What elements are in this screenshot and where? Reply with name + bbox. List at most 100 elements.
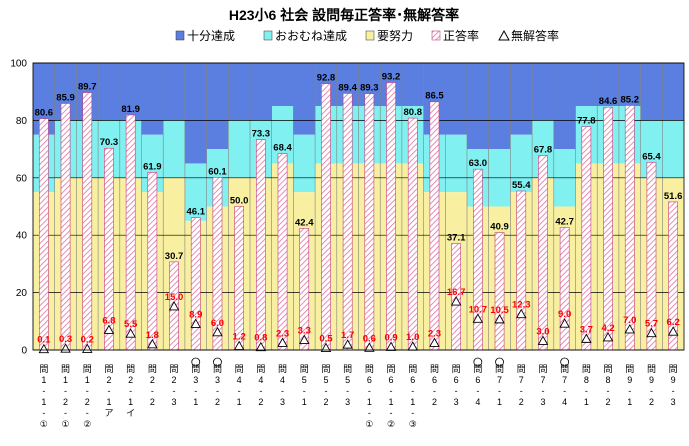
no-answer-marker	[646, 327, 657, 338]
band-sufficient	[33, 63, 55, 135]
category-label: 問	[452, 364, 461, 374]
category-label: 4	[475, 397, 480, 407]
category-label: 3	[540, 397, 545, 407]
category-label: 問	[669, 364, 678, 374]
category-label: 問	[560, 364, 569, 374]
no-answer-label: 6.0	[211, 318, 224, 329]
correct-rate-bar	[125, 114, 136, 351]
band-sufficient	[423, 63, 446, 135]
category-label: -	[368, 386, 371, 396]
no-answer-label: 0.1	[37, 335, 51, 346]
correct-rate-bar	[234, 206, 245, 351]
correct-rate-bar	[342, 93, 353, 351]
category-label: -	[86, 408, 89, 418]
no-answer-label: 10.7	[469, 304, 488, 315]
correct-rate-bar	[494, 232, 505, 351]
correct-rate-bar	[624, 105, 635, 351]
band-generally-achieved	[228, 120, 250, 178]
correct-rate-label: 67.8	[534, 144, 553, 155]
category-label: -	[107, 386, 110, 396]
category-label: 1	[106, 397, 111, 407]
correct-rate-label: 46.1	[187, 207, 206, 218]
category-label: 1	[497, 397, 502, 407]
category-label: 9	[627, 375, 632, 385]
category-label: 6	[389, 375, 394, 385]
legend-swatch-1	[263, 30, 273, 41]
category-label: 2	[150, 375, 155, 385]
category-label: 問	[495, 364, 504, 374]
category-label: -	[194, 386, 197, 396]
category-label: ②	[387, 419, 395, 429]
category-label: 問	[83, 364, 92, 374]
no-answer-label: 0.3	[59, 334, 72, 345]
category-label: 1	[193, 397, 198, 407]
no-answer-marker	[103, 324, 115, 334]
no-answer-marker	[429, 337, 440, 347]
category-label: -	[455, 386, 458, 396]
band-generally-achieved	[662, 120, 684, 178]
category-label: -	[86, 386, 89, 396]
category-label: 8	[606, 375, 611, 385]
category-label: 2	[649, 397, 654, 407]
no-answer-label: 2.3	[428, 328, 441, 339]
band-sufficient	[445, 63, 467, 135]
category-label: ③	[409, 419, 417, 429]
correct-rate-bar	[429, 101, 440, 351]
no-answer-marker	[147, 338, 158, 349]
category-label: 8	[584, 375, 589, 385]
category-label: ①	[40, 419, 48, 429]
category-label: 問	[300, 364, 309, 374]
band-generally-achieved	[293, 134, 316, 193]
no-answer-marker	[190, 318, 202, 328]
band-sufficient	[271, 63, 294, 107]
category-label: 1	[410, 397, 415, 407]
data-labels: 80.685.989.7 70.3 81.9 61.9 30.7 46.1 60.1 50.0…	[35, 72, 683, 346]
category-label: 4	[280, 375, 285, 385]
legend-label: 要努力	[377, 28, 413, 43]
legend-swatch-0	[175, 30, 185, 41]
correct-rate-label: 93.2	[382, 72, 401, 83]
category-label: -	[259, 386, 262, 396]
correct-rate-label: 61.9	[143, 161, 162, 172]
category-label: 問	[387, 364, 396, 374]
category-label: -	[563, 386, 566, 396]
correct-rate-bar	[472, 168, 483, 351]
band-sufficient	[618, 63, 641, 107]
no-answer-label: 8.9	[189, 309, 202, 320]
no-answer-marker	[667, 326, 679, 336]
category-label: 5	[345, 375, 350, 385]
category-label: 問	[365, 364, 374, 374]
band-sufficient	[98, 63, 120, 121]
category-label: -	[390, 386, 393, 396]
correct-rate-label: 70.3	[100, 137, 119, 148]
category-label: 3	[345, 397, 350, 407]
category-label: 1	[584, 397, 589, 407]
category-label: 6	[432, 375, 437, 385]
category-label: -	[64, 386, 67, 396]
category-label: -	[411, 408, 414, 418]
category-label: ①	[62, 419, 70, 429]
legend: 十分達成 おおむね達成 要努力 正答率 無解答率	[175, 28, 559, 43]
no-answer-label: 3.7	[580, 324, 593, 335]
circle-mark	[191, 357, 201, 367]
category-label: 3	[454, 397, 459, 407]
category-label: -	[281, 386, 284, 396]
category-label: 2	[150, 397, 155, 407]
correct-rate-bar	[277, 153, 288, 351]
category-label: -	[151, 386, 154, 396]
no-answer-marker	[81, 343, 93, 353]
category-label: 3	[193, 375, 198, 385]
no-answer-label: 9.0	[558, 309, 571, 320]
category-label: -	[42, 408, 45, 418]
category-label: 2	[432, 397, 437, 407]
category-label: 2	[323, 397, 328, 407]
category-label: -	[303, 386, 306, 396]
y-tick-label: 60	[16, 173, 28, 184]
category-label: -	[129, 386, 132, 396]
correct-rate-bar	[386, 82, 396, 351]
category-label: イ	[126, 408, 135, 418]
category-label: 1	[627, 397, 632, 407]
no-answer-label: 7.0	[623, 315, 636, 326]
category-label: 2	[519, 397, 524, 407]
band-sufficient	[640, 63, 663, 121]
